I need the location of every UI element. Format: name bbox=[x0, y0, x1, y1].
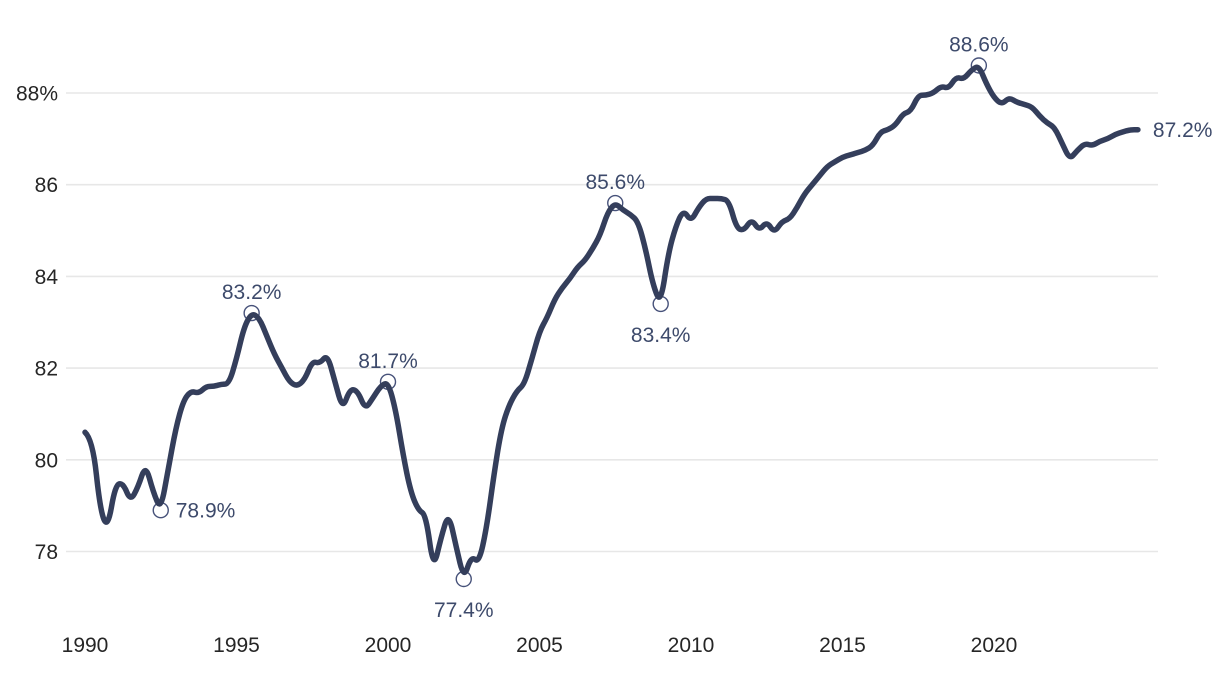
x-tick-label: 1995 bbox=[213, 634, 260, 657]
annotation-label: 85.6% bbox=[585, 171, 645, 194]
annotation-label: 77.4% bbox=[434, 599, 494, 622]
annotation-label: 87.2% bbox=[1153, 119, 1213, 142]
annotation-label: 88.6% bbox=[949, 33, 1009, 56]
x-tick-label: 2015 bbox=[819, 634, 866, 657]
y-tick-label: 84 bbox=[35, 266, 59, 289]
x-tick-label: 2000 bbox=[365, 634, 412, 657]
y-tick-label: 82 bbox=[35, 358, 58, 381]
y-tick-label: 88% bbox=[16, 83, 58, 106]
series-line bbox=[82, 64, 1141, 576]
annotation-label: 83.2% bbox=[222, 281, 282, 304]
annotation-label: 83.4% bbox=[631, 324, 691, 347]
x-tick-label: 2010 bbox=[668, 634, 715, 657]
annotation-label: 78.9% bbox=[176, 500, 236, 523]
x-tick-label: 2020 bbox=[971, 634, 1018, 657]
annotation-label: 81.7% bbox=[358, 350, 418, 373]
y-tick-label: 86 bbox=[35, 174, 58, 197]
y-tick-label: 78 bbox=[35, 541, 58, 564]
y-tick-label: 80 bbox=[35, 449, 58, 472]
x-tick-label: 1990 bbox=[62, 634, 109, 657]
x-tick-label: 2005 bbox=[516, 634, 563, 657]
